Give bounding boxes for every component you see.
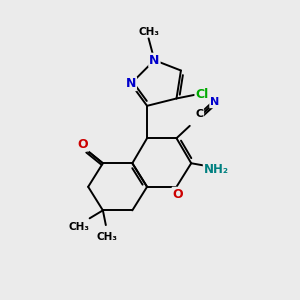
Text: C: C [195,109,203,119]
Text: N: N [126,77,136,90]
Text: NH₂: NH₂ [204,163,229,176]
Text: O: O [173,188,183,201]
Text: N: N [149,54,160,67]
Text: N: N [210,97,219,107]
Text: O: O [78,138,88,151]
Text: CH₃: CH₃ [69,222,90,232]
Text: Cl: Cl [196,88,209,100]
Text: CH₃: CH₃ [138,27,159,37]
Text: CH₃: CH₃ [97,232,118,242]
